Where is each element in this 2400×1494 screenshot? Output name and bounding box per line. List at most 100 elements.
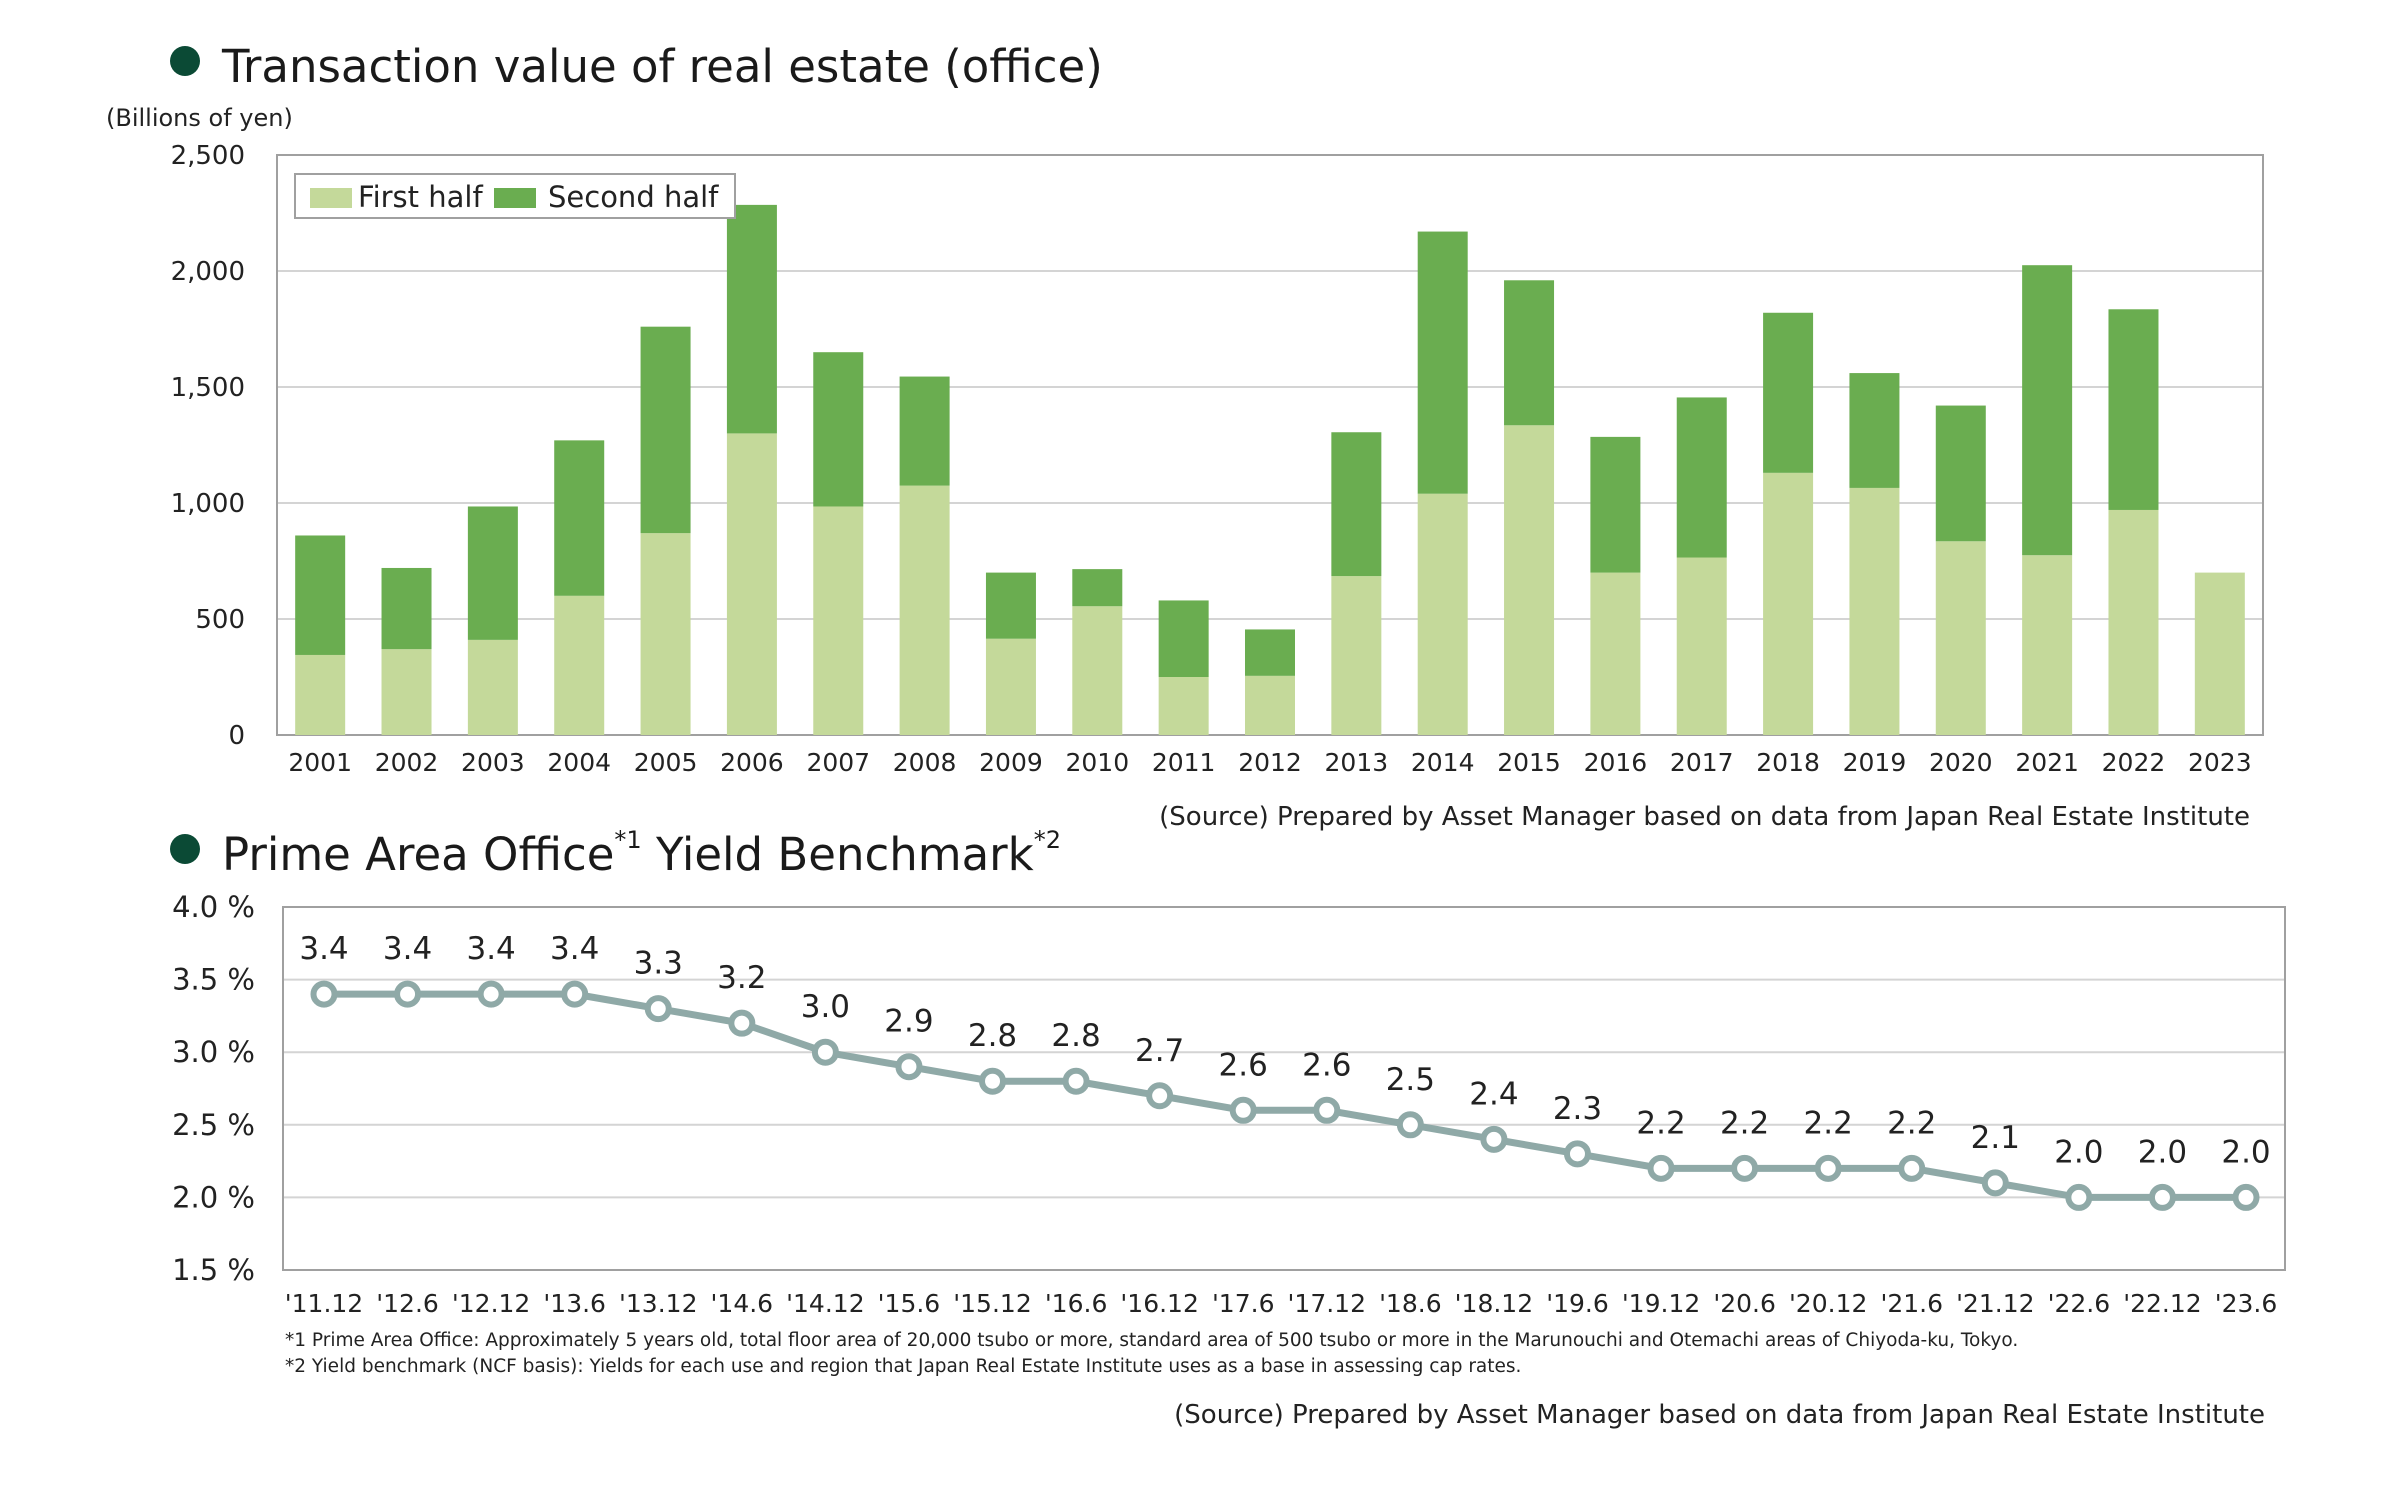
bar-first-half-2008 bbox=[899, 485, 950, 735]
plot-frame bbox=[282, 906, 2286, 1271]
x-tick-label: '22.12 bbox=[2123, 1289, 2201, 1318]
line-chart-title: Prime Area Office*1 Yield Benchmark*2 bbox=[170, 828, 1061, 881]
x-tick-label: 2005 bbox=[634, 748, 698, 777]
data-point-'16.12 bbox=[1146, 1082, 1174, 1110]
legend-label-second-half: Second half bbox=[548, 180, 719, 214]
data-point-'19.6 bbox=[1563, 1140, 1591, 1168]
data-point-'20.12 bbox=[1814, 1154, 1842, 1182]
data-label: 2.8 bbox=[968, 1018, 1017, 1054]
line-chart: 1.5 % 2.0 % 2.5 % 3.0 % 3.5 % 4.0 % 3.4 '11.12 3… bbox=[172, 890, 2286, 1318]
x-tick-label: 2023 bbox=[2188, 748, 2252, 777]
data-point-'21.12 bbox=[1981, 1169, 2009, 1197]
x-tick-label: 2021 bbox=[2015, 748, 2079, 777]
data-label: 3.2 bbox=[717, 960, 766, 996]
data-point-'21.6 bbox=[1898, 1154, 1926, 1182]
bar-second-half-2007 bbox=[813, 352, 864, 507]
bar-second-half-2021 bbox=[2022, 265, 2073, 556]
x-tick-label: 2014 bbox=[1411, 748, 1475, 777]
line-chart-title-mid: Yield Benchmark bbox=[641, 828, 1034, 881]
bar-second-half-2006 bbox=[726, 204, 777, 434]
x-tick-label: '16.12 bbox=[1120, 1289, 1198, 1318]
x-tick-label: 2017 bbox=[1670, 748, 1734, 777]
data-point-'13.12 bbox=[644, 995, 672, 1023]
bar-first-half-2004 bbox=[554, 595, 605, 735]
bar-first-half-2009 bbox=[985, 638, 1036, 735]
x-tick-label: 2013 bbox=[1325, 748, 1389, 777]
bar-second-half-2010 bbox=[1072, 569, 1123, 607]
x-tick-label: '18.6 bbox=[1379, 1289, 1442, 1318]
data-label: 3.4 bbox=[466, 931, 515, 967]
bar-second-half-2017 bbox=[1676, 397, 1727, 558]
x-tick-label: 2020 bbox=[1929, 748, 1993, 777]
data-label: 3.3 bbox=[634, 946, 683, 982]
x-tick-label: '21.12 bbox=[1956, 1289, 2034, 1318]
x-tick-label: 2016 bbox=[1584, 748, 1648, 777]
bar-first-half-2014 bbox=[1417, 493, 1468, 735]
x-tick-label: 2009 bbox=[979, 748, 1043, 777]
bar-second-half-2004 bbox=[554, 440, 605, 596]
data-point-'18.12 bbox=[1480, 1125, 1508, 1153]
bar-first-half-2007 bbox=[813, 506, 864, 735]
x-tick-label: 2011 bbox=[1152, 748, 1216, 777]
x-tick-label: '15.12 bbox=[953, 1289, 1031, 1318]
bar-first-half-2016 bbox=[1590, 572, 1641, 735]
footnote-ref-2: *2 bbox=[1033, 826, 1062, 854]
footnote-ref-1: *1 bbox=[614, 826, 642, 854]
data-label: 3.4 bbox=[383, 931, 432, 967]
legend-label-first-half: First half bbox=[358, 180, 483, 214]
data-label: 2.4 bbox=[1469, 1076, 1518, 1112]
x-tick-label: '19.6 bbox=[1546, 1289, 1609, 1318]
bar-first-half-2021 bbox=[2022, 555, 2073, 735]
x-tick-label: '17.6 bbox=[1212, 1289, 1275, 1318]
bar-first-half-2003 bbox=[467, 639, 518, 735]
y-tick-label: 2,500 bbox=[171, 141, 245, 171]
x-tick-label: '12.12 bbox=[452, 1289, 530, 1318]
x-tick-label: 2001 bbox=[288, 748, 352, 777]
bar-second-half-2008 bbox=[899, 376, 950, 486]
legend-swatch-first-half bbox=[310, 188, 352, 208]
data-label: 3.4 bbox=[299, 931, 348, 967]
data-point-'12.12 bbox=[477, 980, 505, 1008]
legend: First half Second half bbox=[294, 173, 736, 219]
data-label: 2.3 bbox=[1553, 1091, 1602, 1127]
y-tick-label: 4.0 % bbox=[172, 890, 255, 924]
data-label: 3.4 bbox=[550, 931, 599, 967]
x-tick-label: 2002 bbox=[375, 748, 439, 777]
y-tick-label: 1,000 bbox=[171, 489, 245, 519]
bar-first-half-2013 bbox=[1331, 576, 1382, 735]
data-label: 2.8 bbox=[1051, 1018, 1100, 1054]
x-tick-label: '21.6 bbox=[1880, 1289, 1943, 1318]
x-tick-label: 2012 bbox=[1238, 748, 1302, 777]
bar-first-half-2020 bbox=[1935, 541, 1986, 735]
data-point-'22.12 bbox=[2148, 1183, 2176, 1211]
bar-first-half-2005 bbox=[640, 533, 691, 735]
data-point-'22.6 bbox=[2065, 1183, 2093, 1211]
bar-second-half-2005 bbox=[640, 326, 691, 534]
data-label: 2.2 bbox=[1636, 1105, 1685, 1141]
legend-swatch-second-half bbox=[494, 188, 536, 208]
bar-second-half-2001 bbox=[295, 535, 346, 655]
bar-first-half-2002 bbox=[381, 649, 432, 735]
data-point-'15.6 bbox=[895, 1053, 923, 1081]
bar-second-half-2020 bbox=[1935, 405, 1986, 542]
x-tick-label: '17.12 bbox=[1288, 1289, 1366, 1318]
data-label: 2.6 bbox=[1302, 1047, 1351, 1083]
data-label: 2.9 bbox=[884, 1004, 933, 1040]
data-point-'14.12 bbox=[811, 1038, 839, 1066]
x-tick-label: '20.12 bbox=[1789, 1289, 1867, 1318]
footnote-2: *2 Yield benchmark (NCF basis): Yields f… bbox=[285, 1356, 1522, 1377]
data-label: 3.0 bbox=[801, 989, 850, 1025]
yield-line bbox=[324, 990, 2246, 1201]
y-tick-label: 1,500 bbox=[171, 373, 245, 403]
line-chart-source: (Source) Prepared by Asset Manager based… bbox=[1174, 1400, 2265, 1430]
bar-second-half-2015 bbox=[1504, 280, 1555, 426]
x-tick-label: '15.6 bbox=[878, 1289, 941, 1318]
bar-first-half-2023 bbox=[2194, 572, 2245, 735]
y-tick-label: 500 bbox=[195, 605, 245, 635]
data-label: 2.0 bbox=[2138, 1134, 2187, 1170]
bar-first-half-2012 bbox=[1245, 675, 1295, 735]
bar-second-half-2016 bbox=[1590, 436, 1641, 573]
x-tick-label: '13.6 bbox=[543, 1289, 606, 1318]
y-tick-label: 0 bbox=[228, 721, 245, 751]
data-point-'19.12 bbox=[1647, 1154, 1675, 1182]
